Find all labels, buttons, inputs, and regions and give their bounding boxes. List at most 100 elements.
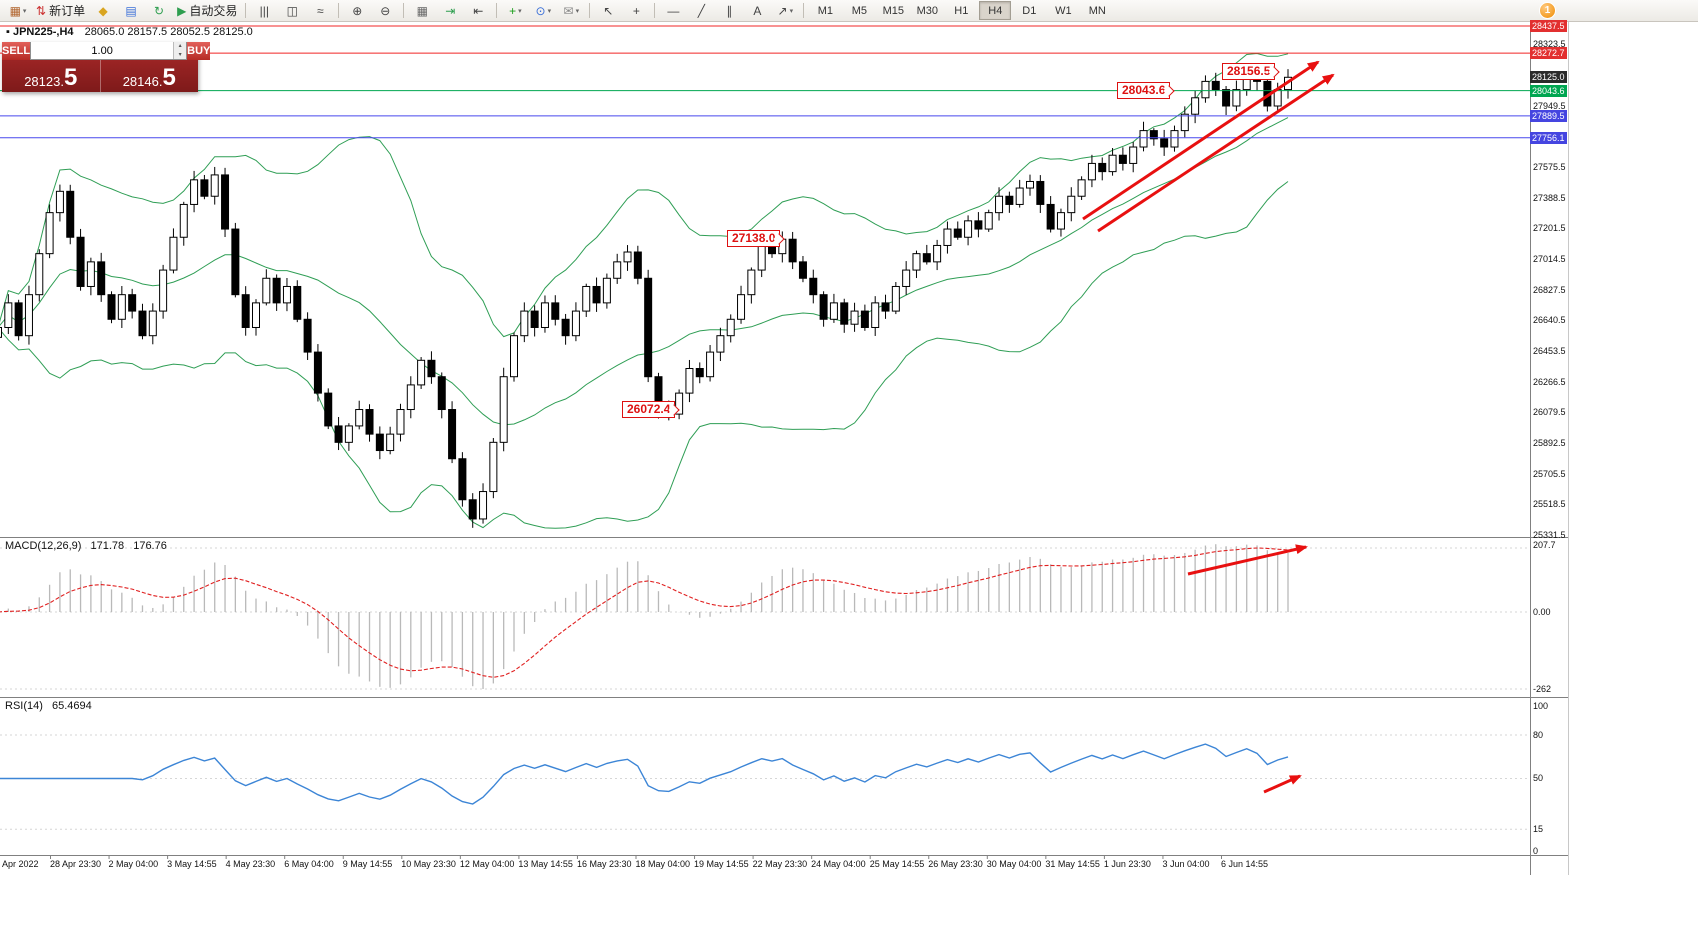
chart-shift-icon: ⇤: [473, 3, 484, 18]
volume-up-button[interactable]: ▴: [174, 42, 187, 51]
cursor-icon: ↖: [603, 3, 614, 18]
horizontal-line-button[interactable]: —: [659, 1, 687, 21]
new-order-button[interactable]: ⇅ 新订单: [32, 1, 89, 21]
cursor-button[interactable]: ↖: [594, 1, 622, 21]
candles: [0, 63, 1292, 528]
bid-price[interactable]: 28123. 5: [2, 60, 100, 92]
timeframe-mn[interactable]: MN: [1088, 4, 1106, 17]
navigator-button[interactable]: ↻: [145, 1, 173, 21]
time-axis-label: 6 May 04:00: [284, 859, 334, 869]
horizontal-line-icon: —: [667, 3, 680, 18]
channel-button[interactable]: ∥: [715, 1, 743, 21]
auto-scroll-button[interactable]: ⇥: [436, 1, 464, 21]
timeframe-h4[interactable]: H4: [979, 1, 1012, 20]
price-scale-label: 25892.5: [1533, 438, 1566, 449]
price-scale-label: 27949.5: [1533, 100, 1566, 111]
price-scale-label: 27201.5: [1533, 223, 1566, 234]
buy-button[interactable]: BUY: [187, 42, 211, 60]
grid-icon: ▦: [416, 3, 428, 18]
time-axis-label: 24 May 04:00: [811, 859, 866, 869]
timeframe-m5[interactable]: M5: [851, 4, 867, 17]
macd-scale-label: 207.7: [1533, 539, 1556, 550]
zoom-out-button[interactable]: ⊖: [371, 1, 399, 21]
timeframe-m15[interactable]: M15: [882, 4, 905, 17]
indicators-icon: +: [509, 3, 517, 18]
time-axis-label: 22 May 23:30: [752, 859, 808, 869]
templates-button[interactable]: ✉ ▾: [557, 1, 585, 21]
notification-badge[interactable]: 1: [1539, 2, 1556, 19]
trend-arrows: [1082, 60, 1335, 794]
macd-title: MACD(12,26,9): [5, 540, 82, 552]
price-badge: 27889.5: [1530, 109, 1567, 122]
time-axis-label: Apr 2022: [2, 859, 39, 869]
periods-button[interactable]: ⊙ ▾: [529, 1, 557, 21]
symbol-period-label: JPN225-,H4: [12, 26, 74, 38]
time-axis-label: 2 May 04:00: [108, 859, 159, 869]
trendline-icon: ╱: [697, 3, 705, 18]
rsi-value: 65.4694: [51, 700, 92, 712]
timeframe-h1[interactable]: H1: [954, 4, 969, 17]
autotrading-button[interactable]: ▶ 自动交易: [173, 1, 241, 21]
ask-price-main: 28146.: [122, 74, 163, 89]
rsi-title: RSI(14): [5, 700, 43, 712]
time-axis-label: 6 Jun 14:55: [1221, 859, 1269, 869]
volume-down-button[interactable]: ▾: [174, 50, 187, 59]
new-chart-button-dropdown[interactable]: ▾: [22, 7, 27, 15]
autotrading-icon: ▶: [177, 3, 187, 18]
rsi-scale-label: 0: [1533, 845, 1539, 856]
toolbar-separator: [403, 3, 405, 18]
new-chart-button[interactable]: ▦ ▾: [4, 1, 32, 21]
price-annotation[interactable]: 27138.0: [727, 230, 781, 247]
text-button[interactable]: A: [743, 1, 771, 21]
arrow-objects-button[interactable]: ↗ ▾: [771, 1, 799, 21]
price-scale-label: 25518.5: [1533, 499, 1566, 510]
macd-panel: [0, 544, 1530, 690]
indicators-button-dropdown[interactable]: ▾: [518, 7, 522, 15]
new-order-button-label: 新订单: [49, 4, 86, 18]
price-annotation[interactable]: 26072.4: [622, 401, 676, 418]
bollinger-bands: [0, 52, 1289, 529]
grid-button[interactable]: ▦: [408, 1, 436, 21]
timeframe-d1[interactable]: D1: [1022, 4, 1037, 17]
rsi-label: RSI(14) 65.4694: [5, 700, 98, 712]
time-axis-label: 3 Jun 04:00: [1162, 859, 1210, 869]
zoom-in-button[interactable]: ⊕: [343, 1, 371, 21]
line-chart-mode-button[interactable]: ≈: [306, 1, 334, 21]
trendline-button[interactable]: ╱: [687, 1, 715, 21]
sell-button[interactable]: SELL: [2, 42, 31, 60]
crosshair-icon: +: [632, 3, 640, 18]
price-badge: 28437.5: [1530, 20, 1567, 33]
zoom-out-icon: ⊖: [380, 3, 391, 18]
crosshair-button[interactable]: +: [622, 1, 650, 21]
price-annotation[interactable]: 28156.5: [1222, 63, 1276, 80]
macd-value: 171.78: [90, 540, 125, 552]
templates-button-dropdown[interactable]: ▾: [575, 7, 580, 15]
bar-chart-mode-button[interactable]: |||: [250, 1, 278, 21]
trade-panel-top-row: SELL ▴ ▾ BUY: [2, 42, 211, 60]
text-icon: A: [753, 3, 762, 18]
volume-input[interactable]: [31, 42, 174, 59]
market-watch-icon: ◆: [98, 3, 108, 18]
periods-icon: ⊙: [535, 3, 546, 18]
timeframe-m30[interactable]: M30: [916, 4, 939, 17]
price-scale-label: 27014.5: [1533, 253, 1566, 264]
time-axis-label: 16 May 23:30: [576, 859, 632, 869]
trade-panel-prices: 28123. 5 28146. 5: [2, 60, 198, 92]
market-watch-button[interactable]: ◆: [89, 1, 117, 21]
data-window-button[interactable]: ▤: [117, 1, 145, 21]
timeframe-w1[interactable]: W1: [1055, 4, 1072, 17]
ask-price[interactable]: 28146. 5: [99, 60, 199, 92]
periods-button-dropdown[interactable]: ▾: [547, 7, 552, 15]
rsi-scale-label: 80: [1533, 729, 1544, 740]
candlestick-mode-button[interactable]: ◫: [278, 1, 306, 21]
price-badge: 27756.1: [1530, 131, 1567, 144]
price-badge: 28125.0: [1530, 71, 1567, 84]
timeframe-m1[interactable]: M1: [817, 4, 833, 17]
ohlc-values: 28065.0 28157.5 28052.5 28125.0: [84, 26, 253, 38]
toolbar-separator: [589, 3, 591, 18]
arrow-objects-button-dropdown[interactable]: ▾: [789, 7, 794, 15]
chart-shift-button[interactable]: ⇤: [464, 1, 492, 21]
indicators-button[interactable]: + ▾: [501, 1, 529, 21]
price-annotation[interactable]: 28043.6: [1117, 82, 1171, 99]
